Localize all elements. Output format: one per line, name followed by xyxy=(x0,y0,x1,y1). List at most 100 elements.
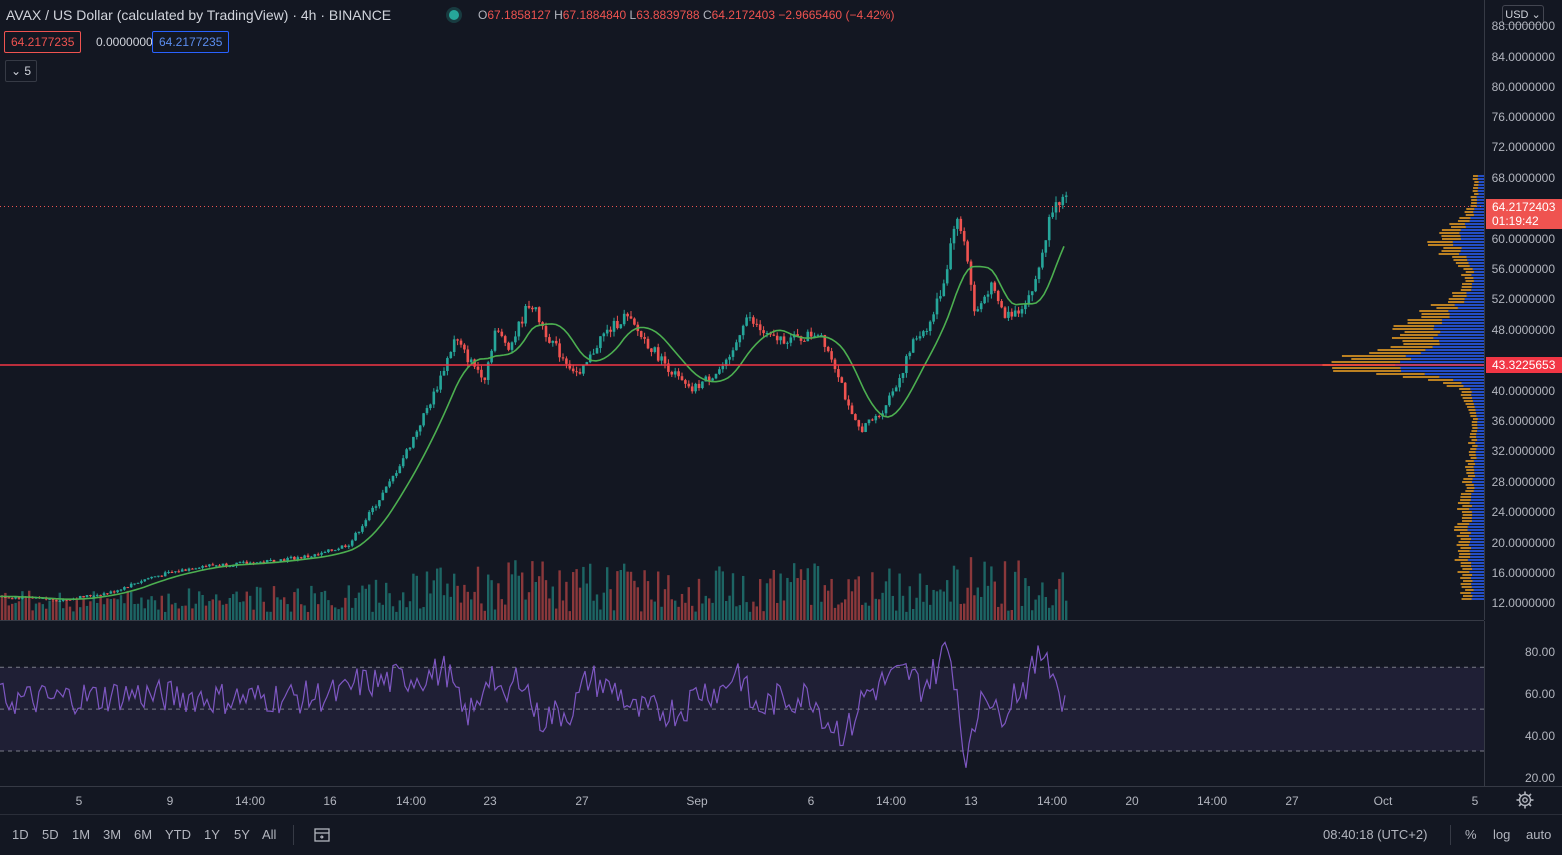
go-to-date-icon[interactable] xyxy=(312,825,332,845)
candle-body xyxy=(143,579,147,582)
volume-profile-bar-up xyxy=(1474,208,1484,210)
volume-bar xyxy=(351,607,354,620)
rsi-tick: 80.00 xyxy=(1524,645,1555,659)
volume-profile-bar-up xyxy=(1474,406,1484,408)
volume-profile-bar-down xyxy=(1463,478,1473,480)
volume-bar xyxy=(266,611,269,620)
volume-profile-bar-up xyxy=(1477,418,1484,420)
range-button-6m[interactable]: 6M xyxy=(134,827,153,842)
volume-bar xyxy=(371,611,374,620)
volume-bar xyxy=(708,598,711,620)
volume-bar xyxy=(164,611,167,620)
candle-body xyxy=(401,458,405,467)
volume-profile-bar-down xyxy=(1465,460,1474,462)
volume-profile-bar-down xyxy=(1466,487,1475,489)
candle-body xyxy=(146,578,150,580)
volume-profile-bar-up xyxy=(1471,274,1484,276)
horizontal-level-tag[interactable]: 43.3225653 xyxy=(1486,357,1562,373)
volume-bar xyxy=(96,602,99,620)
candle-body xyxy=(330,549,334,551)
candle-body xyxy=(911,339,915,353)
range-button-all[interactable]: All xyxy=(262,827,277,842)
clock-timezone[interactable]: 08:40:18 (UTC+2) xyxy=(1323,827,1428,842)
range-button-5d[interactable]: 5D xyxy=(42,827,59,842)
candle-body xyxy=(320,552,323,555)
candle-body xyxy=(480,369,483,378)
range-button-1d[interactable]: 1D xyxy=(12,827,29,842)
volume-profile-bar-up xyxy=(1475,454,1484,456)
volume-profile-bar-up xyxy=(1473,460,1484,462)
candle-body xyxy=(891,391,895,396)
candle-body xyxy=(779,336,782,341)
candle-body xyxy=(599,336,602,349)
volume-profile-bar-up xyxy=(1433,328,1484,330)
price-tick: 28.0000000 xyxy=(1491,475,1555,489)
range-button-3m[interactable]: 3M xyxy=(103,827,122,842)
candle-body xyxy=(806,331,810,342)
volume-profile-bar-up xyxy=(1469,502,1484,504)
range-button-1y[interactable]: 1Y xyxy=(204,827,220,842)
indicator-value-red[interactable]: 64.2177235 xyxy=(4,31,82,53)
volume-bar xyxy=(548,598,551,620)
range-button-1m[interactable]: 1M xyxy=(72,827,91,842)
candle-body xyxy=(367,512,371,521)
volume-profile-bar-up xyxy=(1454,304,1484,306)
volume-bar xyxy=(986,585,990,620)
volume-profile-bar-up xyxy=(1471,520,1484,522)
volume-profile-bar-up xyxy=(1477,427,1484,429)
candle-body xyxy=(884,405,888,414)
volume-profile-bar-down xyxy=(1461,517,1472,519)
volume-profile-bar-down xyxy=(1407,319,1442,321)
chart-settings-gear-icon[interactable] xyxy=(1515,790,1535,810)
volume-profile-bar-up xyxy=(1463,385,1484,387)
volume-bar xyxy=(198,591,201,620)
volume-bar xyxy=(75,600,78,620)
percent-scale-toggle[interactable]: % xyxy=(1465,827,1477,842)
open-value: 67.1858127 xyxy=(487,8,551,22)
candle-body xyxy=(201,566,204,568)
symbol-title[interactable]: AVAX / US Dollar (calculated by TradingV… xyxy=(6,7,392,23)
volume-profile-bar-up xyxy=(1477,175,1484,177)
volume-profile-bar-down xyxy=(1471,430,1478,432)
time-label: 23 xyxy=(483,794,497,808)
range-button-5y[interactable]: 5Y xyxy=(234,827,250,842)
volume-bar xyxy=(1000,603,1003,620)
volume-bar xyxy=(466,591,469,620)
volume-profile-bar-up xyxy=(1469,535,1484,537)
range-button-ytd[interactable]: YTD xyxy=(165,827,191,842)
volume-bar xyxy=(1017,560,1020,620)
candle-body xyxy=(483,377,487,380)
rsi-axis[interactable]: 80.00 60.00 40.00 20.00 xyxy=(1484,621,1562,786)
volume-profile-bar-up xyxy=(1476,412,1484,414)
volume-bar xyxy=(51,601,55,620)
auto-scale-toggle[interactable]: auto xyxy=(1526,827,1552,842)
volume-profile-bar-up xyxy=(1471,289,1484,291)
volume-profile-bar-down xyxy=(1466,469,1475,471)
volume-profile-bar-up xyxy=(1473,484,1484,486)
candle-body xyxy=(17,597,21,599)
legend-collapse-button[interactable]: ⌄ 5 xyxy=(5,60,37,82)
volume-bar xyxy=(381,604,384,620)
price-axis[interactable]: USD ⌄ 88.0000000 84.0000000 80.0000000 7… xyxy=(1484,0,1562,620)
volume-bar xyxy=(412,573,415,620)
volume-bar xyxy=(663,589,667,620)
candle-body xyxy=(901,373,905,379)
volume-bar xyxy=(878,599,881,620)
candle-body xyxy=(616,320,619,329)
indicator-value-blue[interactable]: 64.2177235 xyxy=(152,31,230,53)
volume-profile-bar-up xyxy=(1477,430,1484,432)
time-axis[interactable]: 5 9 14:00 16 14:00 23 27 Sep 6 14:00 13 … xyxy=(0,786,1562,815)
volume-bar xyxy=(942,591,945,620)
price-chart[interactable] xyxy=(0,0,1484,786)
candle-body xyxy=(381,492,385,501)
candle-body xyxy=(279,559,283,563)
volume-profile-bar-up xyxy=(1469,508,1484,510)
time-label: 6 xyxy=(807,794,815,808)
currency-button[interactable]: USD ⌄ xyxy=(1502,5,1544,25)
log-scale-toggle[interactable]: log xyxy=(1493,827,1511,842)
time-label: 16 xyxy=(323,794,337,808)
candle-body xyxy=(735,342,738,351)
volume-bar xyxy=(38,602,41,620)
volume-bar xyxy=(422,607,425,620)
candle-body xyxy=(327,549,330,553)
